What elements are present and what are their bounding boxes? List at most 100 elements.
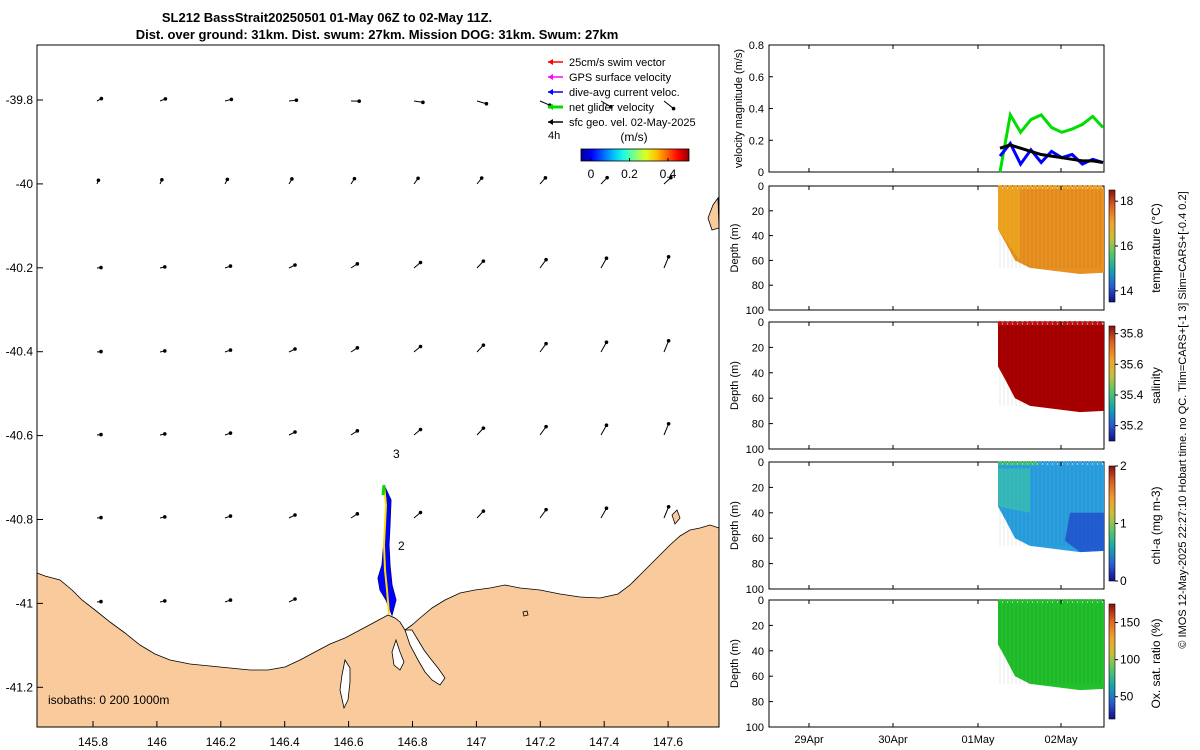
sfc-velocity-arrow	[224, 348, 233, 353]
speed-colorbar-bar	[580, 148, 690, 162]
surface-sample-dot	[1077, 320, 1083, 326]
sfc-velocity-arrow	[224, 264, 233, 269]
surface-sample-dot	[1012, 184, 1018, 190]
velocity-y-tick: 0.2	[749, 135, 764, 147]
depth-tick-label: 100	[746, 444, 764, 456]
map-frame	[36, 44, 720, 728]
velocity-y-tick: 0.8	[749, 40, 764, 52]
surface-sample-dot	[1047, 320, 1053, 326]
sfc-velocity-arrow	[413, 510, 423, 519]
sfc-velocity-arrow	[476, 100, 489, 106]
sfc-velocity-arrow	[288, 597, 297, 603]
map-y-tick-label: -40.4	[6, 345, 34, 359]
surface-sample-dot	[1007, 184, 1013, 190]
depth-axis-label: Depth (m)	[729, 639, 741, 688]
map-x-ticks: 145.8 146 146.2 146.4 146.6 146.8 147 147.2 147.…	[78, 721, 683, 749]
sfc-velocity-arrow	[96, 96, 104, 102]
surface-sample-dot	[1042, 598, 1048, 604]
sfc-velocity-arrow	[663, 100, 676, 111]
map-y-tick-label: -41	[16, 596, 34, 610]
speed-colorbar-tick: 0.4	[660, 167, 677, 181]
depth-tick-label: 0	[758, 317, 764, 329]
speed-colorbar-tick: 0.2	[621, 167, 638, 181]
surface-sample-dot	[1067, 460, 1073, 466]
sfc-velocity-arrow	[663, 422, 671, 436]
surface-sample-dot	[1082, 320, 1088, 326]
surface-sample-dot	[1062, 598, 1068, 604]
surface-sample-dot	[1087, 320, 1093, 326]
surface-sample-dot	[1072, 320, 1078, 326]
time-tick-label: 29Apr	[794, 734, 824, 746]
surface-sample-dot	[1032, 184, 1038, 190]
surface-sample-dot	[1057, 184, 1063, 190]
sfc-velocity-arrow	[413, 344, 423, 353]
surface-sample-dot	[1077, 184, 1083, 190]
sfc-velocity-arrow	[663, 255, 671, 269]
map-x-tick-label: 146	[147, 735, 167, 749]
sfc-velocity-arrow	[159, 432, 167, 436]
sfc-velocity-arrow	[539, 507, 548, 519]
surface-sample-dot	[1052, 320, 1058, 326]
colorbar-tick-label: 150	[1120, 616, 1140, 630]
sfc-velocity-arrow	[600, 256, 609, 269]
map-x-tick-label: 146.2	[206, 735, 236, 749]
depth-tick-label: 20	[752, 206, 764, 218]
depth-tick-label: 0	[758, 595, 764, 607]
velocity-series-line	[999, 143, 1104, 164]
river-inlet	[339, 658, 351, 710]
map-x-tick-label: 147.6	[653, 735, 683, 749]
sfc-velocity-arrow	[413, 176, 420, 185]
surface-sample-dot	[1067, 320, 1073, 326]
depth-tick-label: 80	[752, 280, 764, 292]
sfc-velocity-arrow	[476, 176, 484, 185]
depth-tick-label: 40	[752, 368, 764, 380]
surface-sample-dot	[1002, 598, 1008, 604]
surface-sample-dot	[1027, 184, 1033, 190]
profile-data-area	[998, 602, 1104, 691]
surface-sample-dot	[1007, 460, 1013, 466]
surface-sample-dot	[1002, 460, 1008, 466]
depth-tick-label: 0	[758, 181, 764, 193]
legend-interval: 4h	[548, 130, 560, 142]
sfc-velocity-arrow	[224, 97, 234, 102]
sfc-velocity-arrow	[96, 599, 103, 604]
colorbar-tick-label: 35.4	[1120, 388, 1144, 402]
surface-sample-dot	[1057, 598, 1063, 604]
surface-sample-dot	[1017, 460, 1023, 466]
velocity-y-tick: 0.4	[749, 104, 764, 116]
legend-item-label: dive-avg current veloc.	[569, 87, 680, 99]
footer-note: © IMOS 12-May-2025 22:27:10 Hobart time.…	[1177, 191, 1189, 648]
surface-sample-dot	[1092, 184, 1098, 190]
sfc-velocity-arrow	[350, 99, 361, 103]
sfc-velocity-arrow	[96, 178, 101, 185]
map-x-tick-label: 146.4	[270, 735, 300, 749]
sfc-velocity-arrow	[476, 343, 486, 353]
profile-colorbar	[1108, 465, 1116, 582]
surface-sample-dot	[1097, 184, 1103, 190]
surface-sample-dot	[1017, 184, 1023, 190]
title-line-1: SL212 BassStrait20250501 01-May 06Z to 0…	[162, 10, 492, 25]
sfc-velocity-arrow	[159, 178, 164, 185]
legend-units: (m/s)	[620, 130, 647, 144]
time-axis: 29Apr 30Apr 01May 02May	[794, 734, 1078, 746]
surface-sample-dot	[1002, 184, 1008, 190]
surface-sample-dot	[1072, 460, 1078, 466]
surface-sample-dot	[1022, 598, 1028, 604]
surface-sample-dot	[1017, 320, 1023, 326]
depth-tick-label: 100	[746, 722, 764, 734]
surface-sample-dot	[1047, 460, 1053, 466]
depth-axis-label: Depth (m)	[729, 361, 741, 410]
sfc-velocity-arrow	[539, 424, 548, 436]
sfc-velocity-arrow	[539, 257, 548, 269]
surface-sample-dot	[1012, 320, 1018, 326]
velocity-series-line	[998, 110, 1105, 173]
island-dot	[522, 610, 529, 617]
legend-item: sfc geo. vel. 02-May-2025	[548, 117, 696, 129]
map-y-tick-label: -41.2	[6, 680, 34, 694]
map-x-tick-label: 147.2	[525, 735, 555, 749]
surface-sample-dot	[1022, 320, 1028, 326]
surface-sample-dot	[1057, 320, 1063, 326]
velocity-vectors	[96, 96, 676, 604]
sfc-velocity-arrow	[96, 349, 103, 354]
velocity-y-tick: 0.6	[749, 72, 764, 84]
